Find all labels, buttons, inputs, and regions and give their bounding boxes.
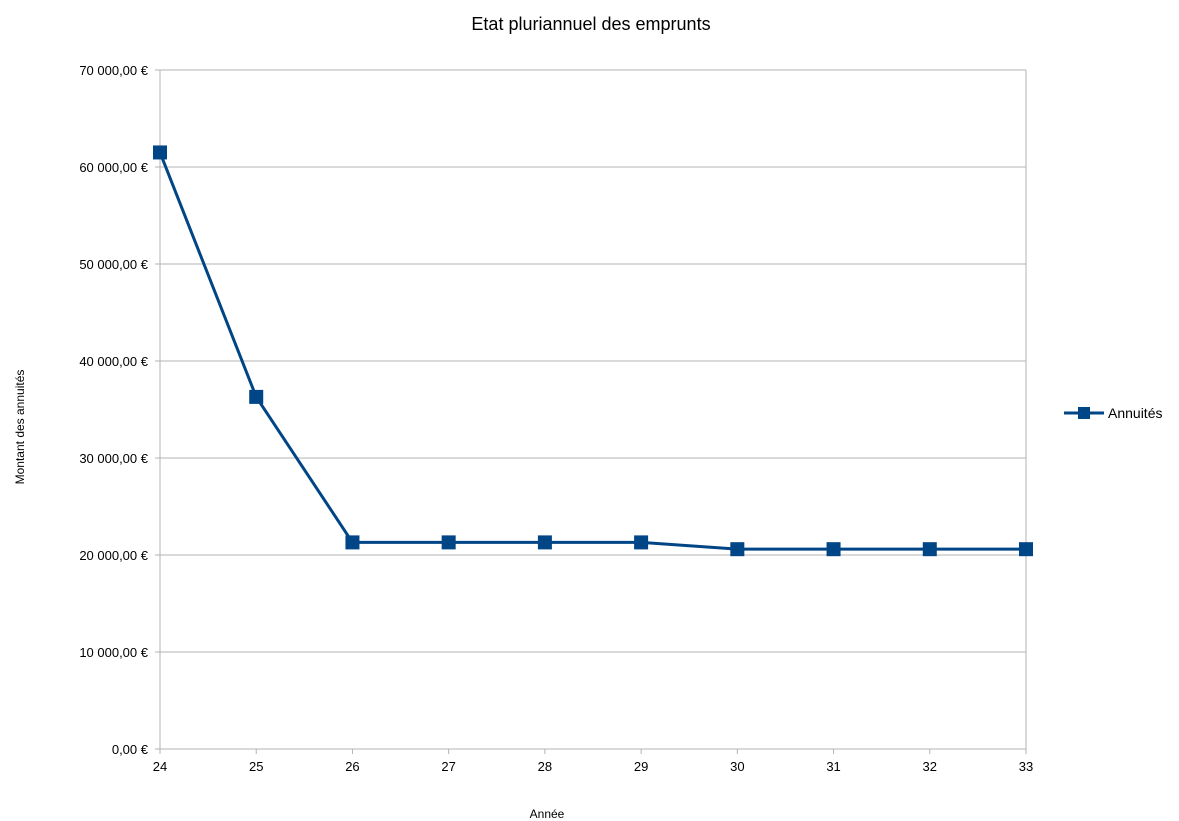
- gridlines: [160, 69, 1026, 653]
- data-point: [249, 389, 264, 404]
- data-point: [634, 535, 649, 550]
- x-axis-label: Année: [530, 807, 565, 821]
- x-tick-labels: 24 25 26 27 28 29 30 31 32 33: [153, 759, 1033, 774]
- y-axis-label: Montant des annuités: [13, 370, 27, 485]
- x-tick-label: 30: [730, 759, 744, 774]
- y-tick-label: 20 000,00 €: [79, 548, 148, 563]
- x-tick-label: 26: [345, 759, 359, 774]
- x-tick-label: 24: [153, 759, 167, 774]
- y-tick-label: 0,00 €: [112, 742, 149, 757]
- data-point: [153, 145, 167, 160]
- series-line: [158, 151, 1026, 551]
- y-tick-label: 70 000,00 €: [79, 63, 148, 78]
- x-tick-label: 27: [441, 759, 455, 774]
- chart-title: Etat pluriannuel des emprunts: [471, 14, 710, 34]
- x-tick-label: 31: [826, 759, 840, 774]
- y-tick-label: 10 000,00 €: [79, 645, 148, 660]
- x-tick-label: 28: [538, 759, 552, 774]
- x-tick-label: 29: [634, 759, 648, 774]
- data-point: [826, 542, 841, 557]
- data-point: [730, 542, 745, 557]
- y-tick-labels: 0,00 € 10 000,00 € 20 000,00 € 30 000,00 € 4…: [79, 63, 148, 757]
- x-tick-label: 25: [249, 759, 263, 774]
- series-group: [153, 145, 1033, 557]
- y-tick-label: 50 000,00 €: [79, 257, 148, 272]
- legend-marker-icon: [1078, 407, 1090, 419]
- y-tick-label: 30 000,00 €: [79, 451, 148, 466]
- legend: Annuités: [1064, 405, 1162, 421]
- x-tick-label: 33: [1019, 759, 1033, 774]
- axes: [155, 69, 1027, 754]
- y-tick-label: 60 000,00 €: [79, 160, 148, 175]
- data-point: [1019, 542, 1033, 557]
- x-tick-label: 32: [923, 759, 937, 774]
- y-tick-label: 40 000,00 €: [79, 354, 148, 369]
- data-point: [537, 535, 552, 550]
- data-point: [922, 542, 937, 557]
- legend-label: Annuités: [1108, 405, 1162, 421]
- data-point: [441, 535, 456, 550]
- data-point: [345, 535, 360, 550]
